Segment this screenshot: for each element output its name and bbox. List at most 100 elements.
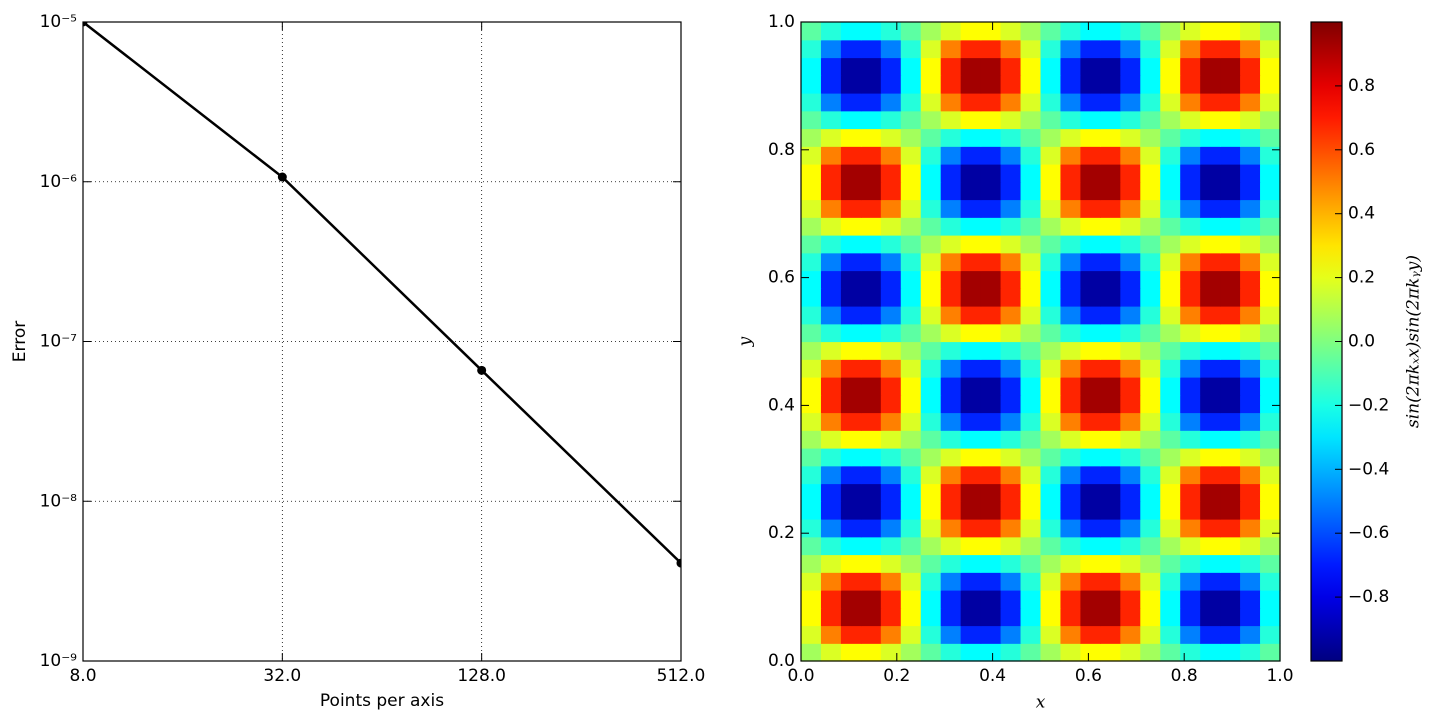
heatmap-cell: [1140, 536, 1161, 556]
heatmap-cell: [840, 22, 862, 41]
heatmap-cell: [801, 93, 822, 112]
heatmap-cell: [1040, 536, 1062, 556]
heatmap-cell: [1140, 235, 1161, 254]
heatmap-cell: [940, 93, 962, 112]
heatmap-cell: [980, 519, 1002, 538]
heatmap-cell: [1040, 288, 1062, 307]
heatmap-cell: [960, 519, 982, 538]
heatmap-cell: [980, 377, 1002, 396]
heatmap-cell: [920, 483, 942, 502]
heatmap-cell: [920, 572, 942, 591]
heatmap-cell: [801, 22, 822, 41]
heatmap-cell: [960, 128, 982, 147]
heatmap-cell: [1140, 57, 1161, 76]
frame: [800, 21, 1281, 662]
heatmap-cell: [801, 235, 822, 254]
heatmap-cell: [940, 39, 962, 59]
heatmap-cell: [1020, 306, 1042, 325]
heatmap-cell: [900, 22, 922, 41]
y-tick-label: 0.2: [768, 523, 795, 543]
heatmap-cell: [1180, 412, 1201, 431]
heatmap-cell: [820, 643, 842, 662]
heatmap-cell: [980, 39, 1002, 59]
heatmap-cell: [920, 341, 942, 360]
heatmap-cell: [940, 412, 962, 431]
heatmap-cell: [860, 306, 882, 325]
heatmap-cell: [1140, 625, 1161, 644]
heatmap-cell: [840, 554, 862, 573]
heatmap-cell: [801, 519, 822, 538]
heatmap-cell: [1260, 465, 1281, 485]
heatmap-cell: [1180, 341, 1201, 360]
heatmap-cell: [1240, 252, 1261, 272]
heatmap-cell: [980, 57, 1002, 76]
heatmap-cell: [840, 625, 862, 644]
heatmap-cell: [940, 235, 962, 254]
heatmap-cell: [1140, 39, 1161, 59]
heatmap-cell: [1260, 448, 1281, 467]
heatmap-cell: [1260, 607, 1281, 627]
heatmap-cell: [980, 235, 1002, 254]
heatmap-cell: [1120, 377, 1141, 396]
heatmap-cell: [1200, 217, 1221, 236]
heatmap-cell: [1220, 323, 1241, 343]
heatmap-cell: [840, 93, 862, 112]
heatmap-cell: [1220, 128, 1241, 147]
heatmap-cell: [1020, 323, 1042, 343]
heatmap-cell: [1120, 270, 1141, 289]
heatmap-cell: [860, 554, 882, 573]
heatmap-cell: [1000, 448, 1022, 467]
heatmap-cell: [880, 164, 902, 183]
heatmap-cell: [1080, 199, 1101, 218]
heatmap-cell: [900, 110, 922, 130]
heatmap-cell: [940, 57, 962, 76]
heatmap-cell: [1040, 235, 1062, 254]
heatmap-cell: [920, 448, 942, 467]
heatmap-cell: [1000, 607, 1022, 627]
heatmap-cell: [940, 590, 962, 609]
heatmap-cell: [1080, 412, 1101, 431]
heatmap-cell: [1260, 572, 1281, 591]
heatmap-cell: [820, 448, 842, 467]
heatmap-cell: [1220, 483, 1241, 502]
heatmap-cell: [840, 572, 862, 591]
heatmap-cell: [880, 554, 902, 573]
heatmap-cell: [900, 554, 922, 573]
heatmap-cell: [1260, 146, 1281, 165]
heatmap-cell: [980, 306, 1002, 325]
heatmap-cell: [1260, 75, 1281, 94]
heatmap-cell: [1040, 57, 1062, 76]
heatmap-cell: [1000, 323, 1022, 343]
heatmap-cell: [920, 39, 942, 59]
heatmap-cell: [1120, 199, 1141, 218]
heatmap-cell: [1140, 377, 1161, 396]
heatmap-cell: [920, 412, 942, 431]
heatmap-cell: [840, 607, 862, 627]
heatmap-cell: [880, 128, 902, 147]
heatmap-cell: [840, 643, 862, 662]
heatmap-cell: [1040, 430, 1062, 449]
heatmap-cell: [1100, 252, 1121, 272]
heatmap-cell: [1160, 448, 1181, 467]
heatmap-cell: [960, 554, 982, 573]
heatmap-cell: [880, 448, 902, 467]
heatmap-cell: [900, 306, 922, 325]
heatmap-cell: [1240, 377, 1261, 396]
heatmap-cell: [1240, 22, 1261, 41]
heatmap-cell: [920, 22, 942, 41]
heatmap-cell: [1120, 306, 1141, 325]
heatmap-cell: [1200, 235, 1221, 254]
heatmap-cell: [1260, 519, 1281, 538]
heatmap-cell: [900, 146, 922, 165]
heatmap-cell: [1260, 128, 1281, 147]
heatmap-cell: [920, 199, 942, 218]
heatmap-cell: [820, 306, 842, 325]
heatmap-cell: [1220, 306, 1241, 325]
heatmap-cell: [1160, 519, 1181, 538]
heatmap-cell: [1180, 199, 1201, 218]
heatmap-cell: [860, 288, 882, 307]
heatmap-cell: [1260, 39, 1281, 59]
heatmap-cell: [1060, 22, 1082, 41]
heatmap-cell: [1240, 323, 1261, 343]
heatmap-cell: [860, 146, 882, 165]
